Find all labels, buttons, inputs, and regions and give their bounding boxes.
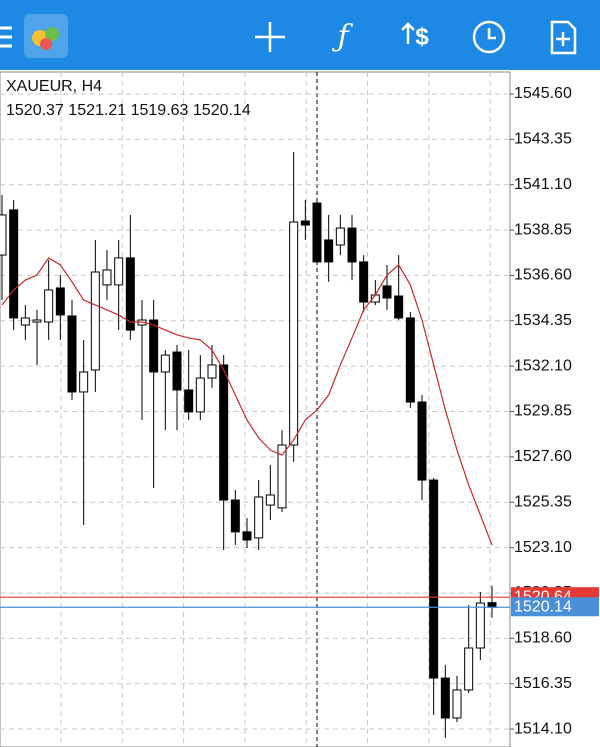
candle-body — [382, 285, 392, 299]
y-tick-label: 1516.35 — [514, 675, 572, 692]
candle-body — [44, 289, 54, 323]
candle-body — [149, 319, 159, 373]
candle-body — [452, 689, 462, 719]
open: 1520.37 — [6, 102, 64, 119]
candle-body — [429, 479, 439, 679]
candle-body — [324, 239, 334, 263]
candle-body — [79, 371, 89, 393]
chart-layer: 1545.60 1543.35 1541.10 1538.85 1536.60 1534.… — [0, 85, 599, 738]
y-tick-label: 1534.35 — [514, 312, 572, 329]
candle-body — [184, 389, 194, 413]
candle-body — [67, 315, 77, 393]
candle-body — [300, 220, 310, 226]
candle-body — [207, 364, 217, 379]
candle-body — [90, 271, 100, 371]
candle-body — [417, 401, 427, 481]
y-tick-label: 1541.10 — [514, 176, 572, 193]
candle-body — [20, 317, 30, 326]
y-tick-label: 1523.10 — [514, 539, 572, 556]
candle-body — [114, 257, 124, 286]
trade-button[interactable]: $ — [401, 22, 429, 50]
candle-body — [394, 295, 404, 319]
price-tag — [511, 597, 599, 617]
candle-body — [359, 261, 369, 303]
y-tick-label: 1543.35 — [514, 131, 572, 148]
candle-body — [219, 364, 229, 501]
candle-body — [125, 257, 135, 331]
y-tick-label: 1525.35 — [514, 493, 572, 510]
y-tick-label: 1536.60 — [514, 267, 572, 284]
menu-button[interactable] — [0, 26, 12, 48]
candle-body — [312, 202, 322, 263]
y-tick-label: 1538.85 — [514, 221, 572, 238]
history-button[interactable] — [472, 20, 506, 54]
candle-body — [230, 499, 240, 533]
candle-body — [242, 531, 252, 541]
indicators-button[interactable]: ƒ — [331, 19, 353, 54]
candle-body — [0, 214, 7, 256]
candle-body — [335, 227, 345, 246]
close: 1520.14 — [193, 102, 251, 119]
candle-body — [289, 221, 299, 446]
candle-body — [464, 647, 474, 691]
app-icon[interactable] — [24, 14, 68, 58]
candle-body — [172, 351, 182, 391]
candle-body — [277, 444, 287, 509]
crosshair-button[interactable] — [255, 22, 285, 52]
candle-body — [440, 677, 450, 719]
candle-body — [32, 319, 42, 323]
high: 1521.21 — [68, 102, 126, 119]
candle-body — [55, 287, 65, 316]
y-tick-label: 1532.10 — [514, 357, 572, 374]
candle-body — [487, 602, 497, 608]
candle-body — [160, 354, 170, 373]
y-tick-label: 1529.85 — [514, 403, 572, 420]
candle-body — [475, 602, 485, 649]
candle-body — [405, 317, 415, 403]
y-tick-label: 1527.60 — [514, 448, 572, 465]
candle-body — [254, 496, 264, 539]
candle-body — [9, 209, 19, 319]
candle-body — [265, 494, 275, 506]
symbol-title: XAUEUR, H4 — [6, 78, 102, 95]
candle-body — [102, 269, 112, 286]
toolbar — [0, 0, 600, 70]
svg-text:$: $ — [415, 23, 429, 50]
candle-body — [347, 227, 357, 263]
y-tick-label: 1518.60 — [514, 630, 572, 647]
ohlc-readout: 1520.37 1521.21 1519.63 1520.14 — [6, 102, 251, 119]
y-tick-label: 1514.10 — [514, 720, 572, 737]
low: 1519.63 — [131, 102, 189, 119]
candle-body — [195, 377, 205, 413]
price-tag-label: 1520.14 — [514, 599, 572, 616]
y-tick-label: 1545.60 — [514, 85, 572, 102]
new-order-button[interactable] — [550, 20, 577, 55]
moving-average — [1, 257, 493, 546]
